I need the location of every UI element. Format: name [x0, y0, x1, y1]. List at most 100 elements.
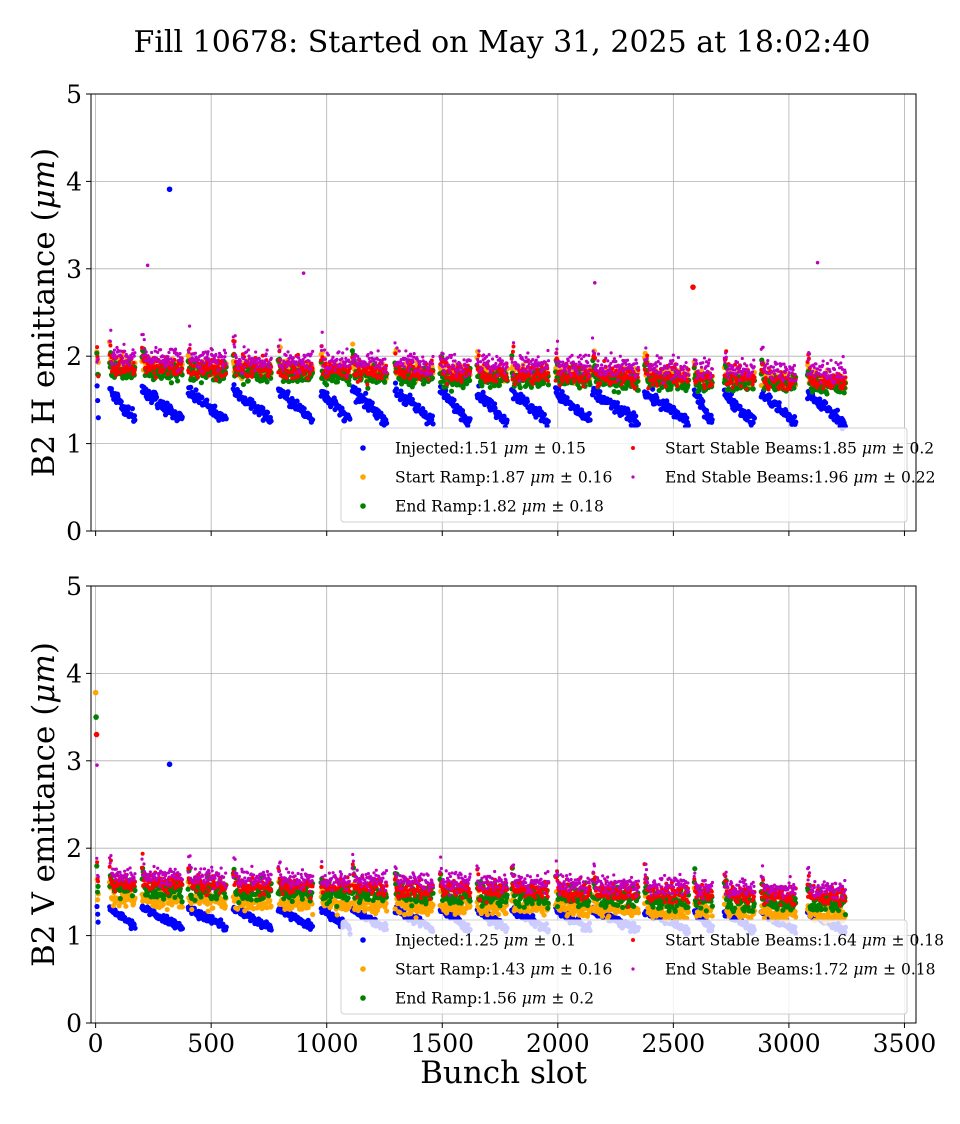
- data-point: [200, 359, 203, 362]
- data-point: [331, 356, 334, 359]
- data-point: [288, 364, 291, 367]
- data-point: [567, 359, 570, 362]
- data-point: [350, 341, 355, 346]
- data-point: [382, 380, 387, 385]
- data-point: [207, 374, 211, 378]
- data-point: [588, 364, 591, 367]
- data-point: [469, 359, 472, 362]
- data-point: [319, 345, 322, 348]
- data-point: [119, 399, 124, 404]
- data-point: [764, 376, 768, 380]
- data-point: [710, 383, 714, 387]
- data-point: [443, 371, 446, 374]
- data-point: [489, 370, 492, 373]
- data-point: [575, 363, 578, 366]
- data-point: [247, 348, 250, 351]
- data-point: [172, 359, 175, 362]
- data-point: [587, 370, 590, 373]
- data-point: [159, 348, 162, 351]
- data-point: [626, 359, 629, 362]
- data-point: [595, 369, 598, 372]
- data-point: [368, 357, 371, 360]
- data-point: [580, 357, 583, 360]
- data-point: [487, 359, 490, 362]
- data-point: [513, 382, 517, 386]
- data-point: [481, 390, 486, 395]
- data-point: [199, 365, 202, 368]
- data-point: [393, 380, 398, 385]
- data-point: [250, 375, 254, 379]
- data-point: [522, 363, 525, 366]
- data-point: [824, 391, 829, 396]
- data-point: [166, 372, 170, 376]
- data-point: [95, 398, 100, 403]
- data-point: [480, 368, 483, 371]
- data-point: [347, 417, 352, 422]
- data-point: [241, 371, 244, 374]
- data-point: [615, 372, 618, 375]
- data-point: [511, 344, 515, 348]
- data-point: [628, 373, 631, 376]
- data-point: [616, 379, 619, 382]
- data-point: [96, 415, 101, 420]
- data-point: [270, 357, 273, 360]
- data-point: [224, 371, 228, 375]
- data-point: [143, 338, 146, 341]
- data-point: [599, 373, 602, 376]
- data-point: [555, 352, 558, 355]
- data-point: [495, 355, 498, 358]
- data-point: [491, 357, 494, 360]
- data-point: [417, 368, 420, 371]
- data-point: [612, 374, 615, 377]
- data-point: [142, 333, 145, 336]
- data-point: [126, 361, 129, 364]
- data-point: [119, 350, 122, 353]
- data-point: [401, 362, 404, 365]
- data-point: [587, 382, 592, 387]
- data-point: [348, 363, 351, 366]
- data-point: [345, 347, 348, 350]
- data-point: [505, 365, 508, 368]
- data-point: [214, 353, 217, 356]
- data-point: [608, 366, 611, 369]
- data-point: [204, 398, 209, 403]
- data-point: [616, 390, 621, 395]
- data-point: [96, 374, 100, 378]
- data-point: [269, 418, 274, 423]
- data-point: [555, 348, 558, 351]
- data-point: [329, 366, 332, 369]
- data-point: [407, 369, 410, 372]
- data-point: [511, 361, 514, 364]
- data-point: [619, 355, 622, 358]
- data-point: [324, 390, 329, 395]
- data-point: [438, 355, 441, 358]
- data-point: [194, 352, 197, 355]
- data-point: [122, 364, 125, 367]
- data-point: [544, 361, 547, 364]
- data-point: [504, 418, 509, 423]
- data-point: [188, 343, 191, 346]
- data-point: [327, 353, 330, 356]
- data-point: [311, 350, 314, 353]
- data-point: [365, 383, 369, 387]
- data-point: [479, 383, 484, 388]
- data-point: [398, 349, 401, 352]
- data-point: [216, 361, 219, 364]
- data-point: [591, 336, 594, 339]
- data-point: [237, 367, 240, 370]
- data-point: [239, 359, 242, 362]
- data-point: [637, 366, 640, 369]
- data-point: [526, 351, 529, 354]
- data-point: [335, 358, 338, 361]
- data-point: [307, 360, 310, 363]
- data-point: [115, 362, 118, 365]
- data-point: [460, 366, 463, 369]
- data-point: [460, 377, 464, 381]
- data-point: [221, 363, 224, 366]
- data-point: [735, 382, 739, 386]
- data-point: [430, 372, 433, 375]
- data-point: [700, 399, 705, 404]
- data-point: [367, 363, 370, 366]
- data-point: [658, 376, 662, 380]
